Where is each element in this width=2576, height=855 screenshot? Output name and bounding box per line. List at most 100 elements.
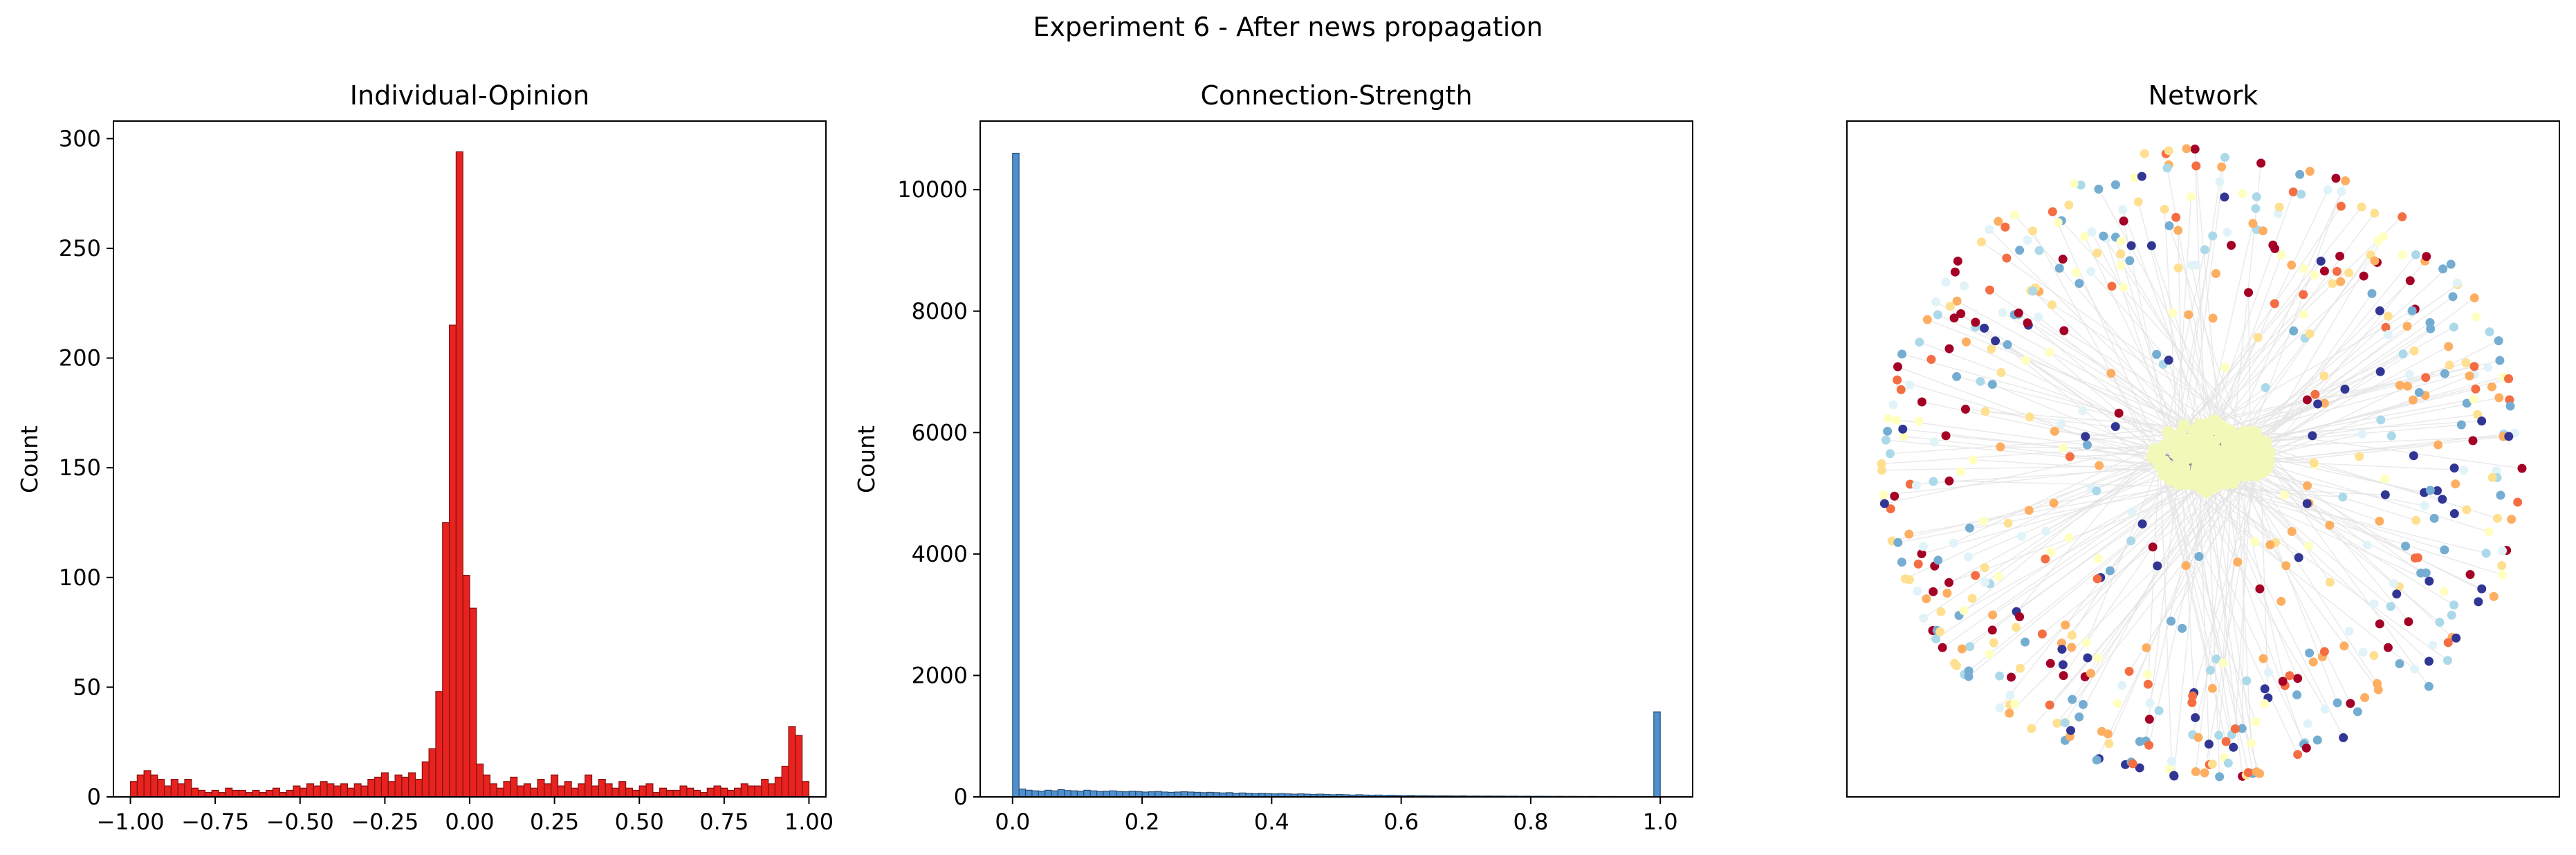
network-node [2078, 699, 2088, 709]
network-node [1877, 459, 1886, 468]
network-node [1899, 432, 1908, 441]
network-node [1942, 588, 1952, 598]
network-node [2218, 658, 2228, 668]
opinion-bar [435, 691, 443, 798]
opinion-bar [537, 779, 545, 798]
opinion-bar [740, 783, 748, 798]
opinion-bar [768, 783, 776, 798]
network-node [2357, 202, 2366, 212]
network-edge [2164, 209, 2180, 463]
network-node [1985, 649, 1994, 659]
network-node [2446, 259, 2456, 269]
network-node [2219, 477, 2232, 490]
network-node [2182, 144, 2191, 154]
network-node [2086, 267, 2096, 277]
network-node [2401, 541, 2411, 551]
strength-histogram-title: Connection-Strength [1200, 80, 1472, 111]
network-node [2155, 457, 2168, 470]
network-node [2190, 145, 2200, 154]
strength-bar [1180, 791, 1188, 798]
network-node [2047, 300, 2057, 310]
strength-bar [1103, 791, 1110, 798]
network-node [2243, 768, 2253, 778]
network-node [1897, 558, 1906, 567]
network-node [2173, 226, 2183, 235]
network-node [2485, 327, 2494, 337]
opinion-bar [564, 781, 572, 798]
network-nodes [1877, 144, 2527, 782]
network-node [2119, 217, 2128, 226]
network-node [2178, 623, 2187, 633]
strength-bar [1089, 790, 1098, 798]
network-node [2320, 704, 2330, 714]
network-node [1988, 610, 1998, 620]
network-node [2319, 398, 2329, 408]
strength-bar [1038, 791, 1046, 798]
network-node [2083, 653, 2092, 663]
opinion-bar [421, 761, 430, 798]
opinion-bar [645, 783, 654, 798]
network-node [2113, 699, 2122, 708]
network-node [2451, 633, 2461, 643]
opinion-bar [320, 781, 328, 798]
network-node [1898, 424, 1908, 434]
network-node [2034, 246, 2044, 255]
network-node [2409, 451, 2418, 461]
network-edge [2000, 446, 2162, 449]
network-node [2375, 619, 2384, 629]
network-node [2461, 358, 2471, 367]
strength-bar [1148, 791, 1156, 798]
network-node [2265, 540, 2275, 550]
network-node [2092, 755, 2101, 765]
network-node [2059, 326, 2069, 335]
network-node [2118, 205, 2128, 214]
network-node [2092, 574, 2102, 584]
network-node [2188, 691, 2198, 701]
network-node [2048, 207, 2057, 217]
network-edge [2072, 476, 2232, 700]
opinion-bar [414, 779, 423, 798]
network-node [1922, 315, 1932, 324]
network-node [2208, 313, 2218, 323]
network-node [2395, 380, 2404, 390]
opinion-bar [774, 776, 782, 798]
opinion-bar [611, 787, 620, 798]
figure-suptitle: Experiment 6 - After news propagation [1033, 12, 1543, 42]
network-node [1944, 578, 1954, 587]
network-node [2276, 596, 2286, 606]
network-node [2398, 212, 2407, 221]
network-node [2220, 362, 2230, 372]
network-node [2066, 726, 2076, 735]
network-node [1989, 638, 1998, 647]
network-node [1963, 552, 1973, 562]
network-node [2086, 668, 2095, 678]
network-node [2422, 252, 2431, 261]
network-node [2496, 490, 2505, 500]
network-node [1926, 355, 1936, 365]
opinion-bar [761, 779, 769, 798]
network-node [2256, 158, 2266, 168]
network-node [2424, 656, 2434, 666]
network-node [2302, 499, 2312, 508]
network-node [2439, 587, 2449, 596]
network-node [2449, 322, 2458, 332]
network-node [1985, 285, 1995, 295]
network-node [2191, 161, 2201, 171]
network-node [2142, 643, 2151, 652]
network-node [2413, 553, 2422, 562]
network-node [2331, 174, 2341, 183]
network-edge [2204, 309, 2416, 430]
network-node [2064, 533, 2074, 543]
network-edge [2215, 486, 2344, 738]
network-edge [2215, 461, 2429, 662]
opinion-xtick-label: −0.25 [351, 809, 418, 835]
network-edge [2260, 260, 2426, 464]
opinion-histogram: Individual-Opinion Count −1.00 −0.75 −0.50… [16, 80, 834, 835]
strength-ytick-label: 0 [954, 784, 968, 810]
network-node [1971, 318, 1980, 327]
network-node [2473, 410, 2483, 419]
network-node [2339, 641, 2349, 651]
network-edge [2106, 238, 2169, 432]
network-edge [2086, 465, 2160, 643]
network-node [2469, 394, 2478, 404]
